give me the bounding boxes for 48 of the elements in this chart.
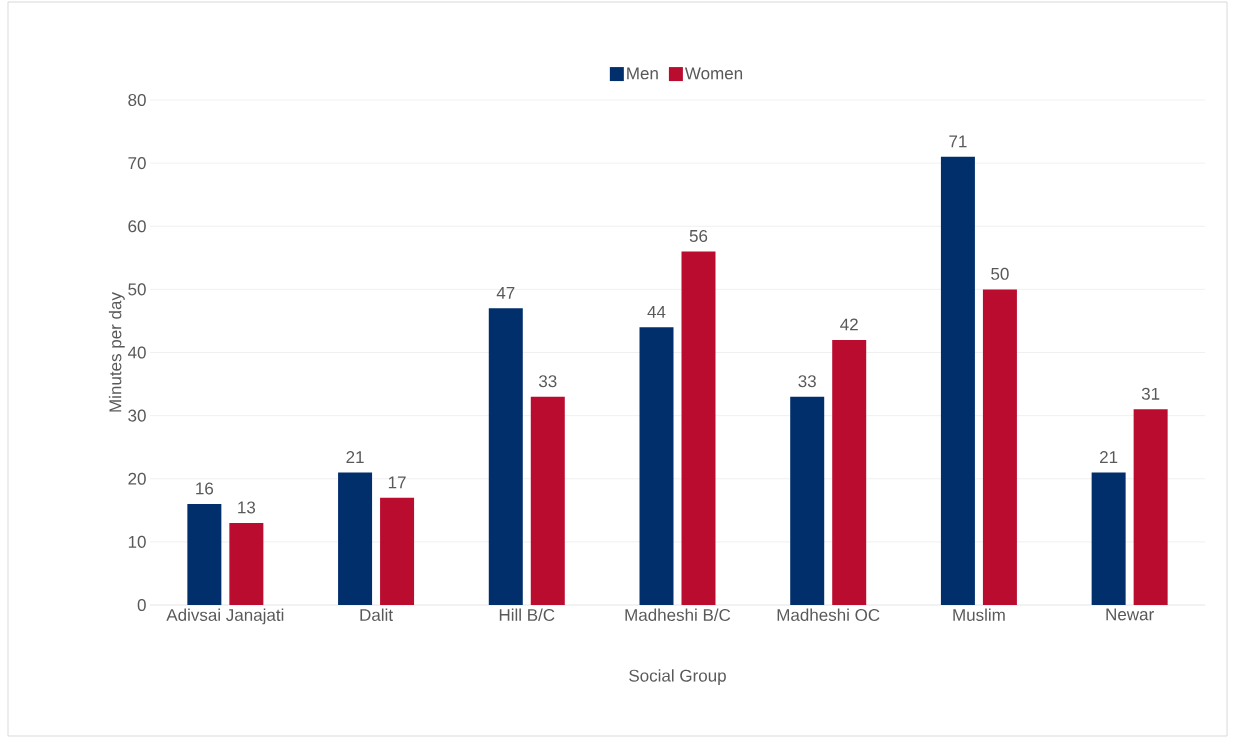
y-tick-label: 40 bbox=[127, 346, 146, 359]
data-label: 56 bbox=[689, 229, 708, 242]
data-label: 42 bbox=[840, 318, 858, 331]
data-label: 33 bbox=[538, 375, 557, 388]
y-tick-label: 20 bbox=[128, 472, 146, 485]
data-label: 33 bbox=[798, 375, 816, 388]
bar bbox=[982, 289, 1017, 605]
bar bbox=[229, 522, 264, 605]
x-tick-label: Adivsai Janajati bbox=[166, 608, 284, 625]
bar bbox=[639, 327, 674, 605]
y-axis-title: Minutes per day bbox=[108, 292, 125, 412]
bar bbox=[380, 497, 415, 605]
data-label: 71 bbox=[949, 135, 967, 148]
data-label: 47 bbox=[496, 287, 515, 299]
data-label: 13 bbox=[238, 501, 256, 514]
bar bbox=[790, 396, 825, 605]
y-tick-label: 0 bbox=[137, 598, 146, 612]
data-label: 16 bbox=[196, 482, 214, 495]
bar bbox=[187, 504, 222, 605]
x-tick-label: Dalit bbox=[360, 608, 393, 622]
y-tick-label: 60 bbox=[128, 220, 146, 233]
y-tick-label: 80 bbox=[128, 93, 146, 107]
bar bbox=[488, 308, 523, 605]
data-label: 31 bbox=[1141, 387, 1160, 400]
legend-label: Women bbox=[684, 67, 743, 80]
x-tick-label: Madheshi B/C bbox=[625, 608, 731, 622]
bar bbox=[832, 339, 867, 605]
data-label: 21 bbox=[346, 451, 364, 463]
bar bbox=[338, 472, 373, 605]
x-tick-label: Hill B/C bbox=[499, 608, 555, 622]
data-label: 50 bbox=[991, 267, 1009, 280]
bar bbox=[1091, 472, 1126, 605]
bar bbox=[681, 251, 716, 605]
y-tick-label: 70 bbox=[128, 157, 146, 170]
legend-label: Men bbox=[627, 67, 658, 80]
data-label: 44 bbox=[647, 306, 666, 318]
x-tick-label: Newar bbox=[1106, 608, 1154, 621]
y-tick-label: 30 bbox=[128, 409, 146, 422]
x-axis-title: Social Group bbox=[629, 669, 726, 686]
bar bbox=[1133, 409, 1168, 605]
y-tick-label: 10 bbox=[128, 535, 146, 548]
x-tick-label: Madheshi OC bbox=[777, 608, 880, 622]
bar bbox=[530, 396, 565, 605]
y-tick-label: 50 bbox=[128, 283, 146, 296]
data-label: 21 bbox=[1100, 451, 1118, 463]
x-tick-label: Muslim bbox=[953, 608, 1005, 622]
data-label: 17 bbox=[388, 476, 406, 489]
bar bbox=[940, 156, 975, 605]
